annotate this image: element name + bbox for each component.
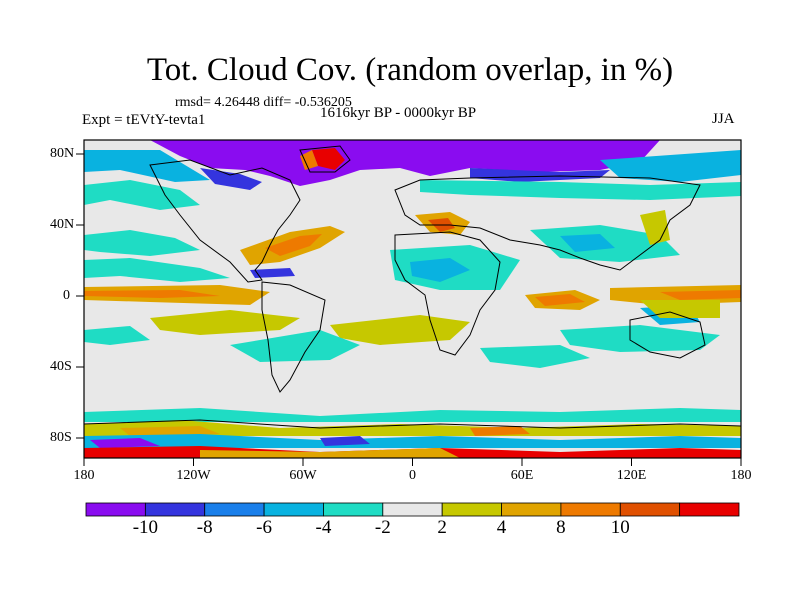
south-america-coast	[261, 281, 326, 393]
colorbar-label: -4	[315, 517, 332, 538]
greenland-positive	[312, 148, 345, 170]
colorbar	[85, 502, 740, 517]
southern-positive	[330, 315, 470, 345]
colorbar-swatch	[323, 502, 384, 517]
colorbar-label: -6	[256, 517, 272, 538]
greenland-coast	[299, 145, 351, 173]
experiment-label: Expt = tEVtY-tevta1	[82, 112, 206, 128]
antarctic-band	[84, 408, 741, 422]
north-america-coast	[149, 159, 301, 283]
southern-positive	[150, 310, 300, 335]
eurasia-coast	[394, 175, 701, 271]
antarctic-band	[320, 436, 370, 446]
colorbar-swatch	[263, 502, 324, 517]
colorbar-swatch	[501, 502, 562, 517]
arctic-cyan-fringe	[600, 150, 741, 182]
colorbar-label: 8	[556, 517, 566, 538]
antarctic-band	[84, 434, 741, 448]
map-title: Tot. Cloud Cov. (random overlap, in %)	[146, 52, 674, 88]
equatorial-positive	[84, 290, 220, 298]
lat-label-40n: 40N	[50, 217, 75, 232]
antarctic-band	[470, 426, 530, 436]
colorbar-label: -8	[196, 517, 213, 538]
season-label: JJA	[712, 111, 735, 127]
colorbar-label: 2	[437, 517, 447, 538]
colorbar-label: -10	[132, 517, 159, 538]
colorbar-label: 4	[496, 517, 507, 538]
greenland-positive	[300, 150, 318, 170]
lon-label-180w: 180	[73, 468, 95, 483]
midlat-negative	[84, 230, 200, 256]
east-asia-positive	[640, 210, 670, 245]
antarctic-band	[120, 426, 220, 436]
antarctic-band	[90, 438, 160, 448]
colorbar-label: 10	[610, 517, 630, 538]
australia-coast	[629, 311, 706, 359]
lon-label-120w: 120W	[176, 468, 211, 483]
midlat-negative	[420, 180, 741, 200]
colorbar-swatch	[619, 502, 681, 517]
caribbean-negative	[250, 268, 295, 278]
southern-negative	[560, 325, 720, 352]
africa-negative	[410, 258, 470, 282]
axis-ticks	[76, 153, 742, 466]
colorbar-swatch	[144, 502, 206, 517]
colorbar-swatch	[441, 502, 502, 517]
midlat-negative	[84, 258, 230, 282]
antarctic-band	[200, 448, 460, 458]
pacific-positive	[660, 290, 741, 300]
lat-label-0: 0	[63, 288, 70, 303]
atlantic-positive	[265, 234, 322, 256]
arctic-blue-fringe	[200, 168, 262, 190]
indian-ocean-positive	[535, 294, 585, 306]
lon-label-0: 0	[409, 468, 416, 483]
lon-label-60e: 60E	[510, 468, 534, 483]
lat-label-80s: 80S	[50, 430, 72, 445]
colorbar-swatch	[382, 502, 443, 517]
lat-label-40s: 40S	[50, 359, 72, 374]
lon-label-60w: 60W	[289, 468, 317, 483]
anomaly-field	[84, 140, 741, 458]
lon-label-180e: 180	[730, 468, 752, 483]
colorbar-swatch	[679, 502, 740, 517]
southern-negative	[230, 330, 360, 362]
asia-negative	[560, 234, 615, 252]
colorbar-swatch	[204, 502, 265, 517]
arctic-cyan-fringe	[84, 150, 210, 182]
southern-negative	[480, 345, 590, 368]
colorbar-swatch	[560, 502, 621, 517]
southern-negative	[84, 326, 150, 345]
arctic-blue-fringe	[470, 168, 610, 182]
coastlines	[84, 145, 741, 429]
africa-coast	[394, 231, 501, 356]
antarctica-coast	[84, 419, 741, 429]
colorbar-swatch	[85, 502, 146, 517]
lon-label-120e: 120E	[616, 468, 647, 483]
period-label: 1616kyr BP - 0000kyr BP	[320, 105, 477, 121]
antarctic-band	[84, 420, 741, 436]
colorbar-label: -2	[374, 517, 391, 538]
lat-label-80n: 80N	[50, 146, 75, 161]
stats-label: rmsd= 4.26448 diff= -0.536205	[175, 95, 352, 110]
